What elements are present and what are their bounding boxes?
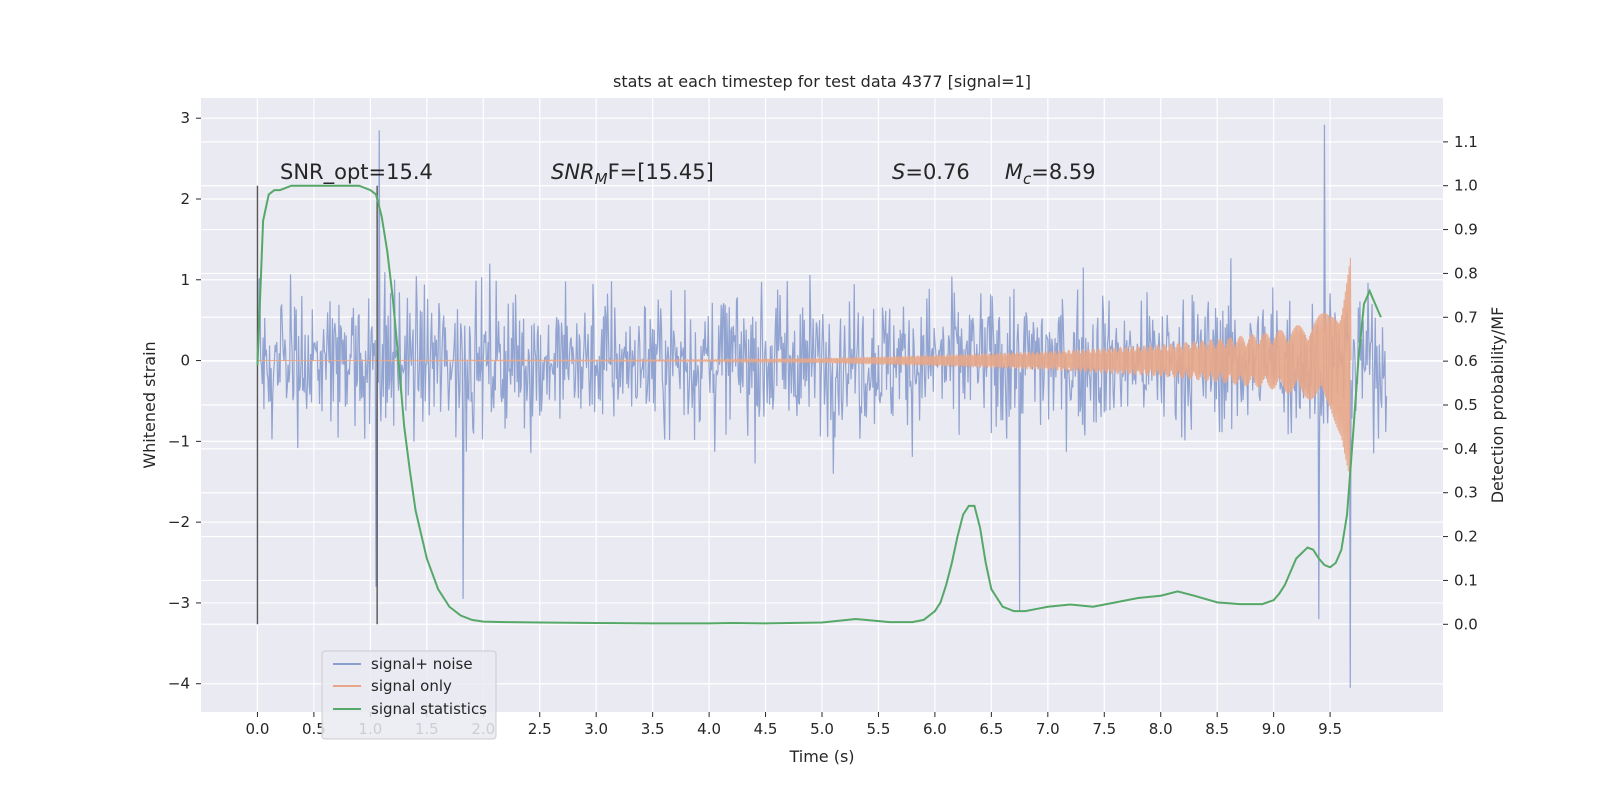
- x-tick-label: 3.5: [641, 720, 665, 738]
- annotation-snr-mf-main: SNR: [551, 160, 595, 184]
- x-tick-label: 9.5: [1318, 720, 1342, 738]
- y-tick-label: −4: [168, 675, 190, 693]
- y-right-tick-label: 0.1: [1454, 571, 1478, 589]
- y-tick-label: −3: [168, 594, 190, 612]
- chart-title: stats at each timestep for test data 437…: [613, 72, 1031, 91]
- x-tick-label: 0.0: [246, 720, 270, 738]
- legend-label-stats: signal statistics: [371, 700, 487, 718]
- annotation-mc: Mc=8.59: [1005, 160, 1096, 188]
- vertical-marker-lines: [256, 185, 378, 625]
- grid-lines: [201, 98, 1443, 712]
- annotation-snr-mf-tail: F=[15.45]: [608, 160, 714, 184]
- signal-only-line: [257, 257, 1352, 477]
- y-right-tick-label: 1.0: [1454, 177, 1478, 195]
- x-tick-label: 9.0: [1262, 720, 1286, 738]
- y-tick-label: 3: [180, 109, 190, 127]
- y-tick-labels: 3 2 1 0 −1 −2 −3 −4: [168, 109, 201, 693]
- y-tick-label: 2: [180, 190, 190, 208]
- signal-statistics-line: [256, 184, 1382, 625]
- annotation-s-tail: =0.76: [905, 160, 969, 184]
- signal-plus-noise-line: [256, 124, 1388, 688]
- y-tick-label: −1: [168, 432, 190, 450]
- y-right-tick-label: 0.5: [1454, 396, 1478, 414]
- y-right-tick-label: 0.2: [1454, 528, 1478, 546]
- annotations: SNR_opt=15.4 SNRMF=[15.45] S=0.76 Mc=8.5…: [280, 160, 1096, 188]
- x-tick-label: 0.5: [302, 720, 326, 738]
- x-tick-label: 4.0: [697, 720, 721, 738]
- annotation-snr-opt: SNR_opt=15.4: [280, 160, 433, 185]
- x-tick-label: 4.5: [754, 720, 778, 738]
- annotation-s: S=0.76: [892, 160, 970, 184]
- y-right-tick-label: 0.6: [1454, 352, 1478, 370]
- y-axis-label: Whitened strain: [140, 341, 159, 468]
- y-right-tick-labels: 1.1 1.0 0.9 0.8 0.7 0.6 0.5 0.4 0.3 0.2 0.1 0.0: [1443, 133, 1478, 633]
- y-right-tick-label: 0.9: [1454, 221, 1478, 239]
- y-right-tick-label: 0.8: [1454, 264, 1478, 282]
- x-axis-label: Time (s): [788, 747, 854, 766]
- x-tick-label: 5.0: [810, 720, 834, 738]
- y-right-axis-label: Detection probability/MF: [1488, 307, 1507, 504]
- y-right-tick-label: 0.4: [1454, 440, 1478, 458]
- annotation-snr-mf: SNRMF=[15.45]: [551, 160, 714, 188]
- legend: signal+ noise signal only signal statist…: [321, 650, 497, 740]
- x-tick-label: 7.5: [1092, 720, 1116, 738]
- x-tick-label: 3.0: [584, 720, 608, 738]
- annotation-snr-mf-sub: M: [595, 170, 608, 188]
- x-tick-label: 6.0: [923, 720, 947, 738]
- y-tick-label: 1: [180, 271, 190, 289]
- series-signal-only: [257, 257, 1352, 477]
- x-tick-label: 2.5: [528, 720, 552, 738]
- legend-label-noise: signal+ noise: [371, 655, 473, 673]
- x-tick-label: 6.5: [979, 720, 1003, 738]
- y-right-tick-label: 0.0: [1454, 615, 1478, 633]
- x-tick-label: 8.0: [1149, 720, 1173, 738]
- y-right-tick-label: 1.1: [1454, 133, 1478, 151]
- y-tick-label: −2: [168, 513, 190, 531]
- x-tick-label: 8.5: [1205, 720, 1229, 738]
- series-signal-plus-noise: [256, 124, 1388, 688]
- y-right-tick-label: 0.7: [1454, 308, 1478, 326]
- x-tick-label: 5.5: [867, 720, 891, 738]
- legend-box: [321, 650, 497, 740]
- y-right-tick-label: 0.3: [1454, 484, 1478, 502]
- annotation-mc-tail: =8.59: [1031, 160, 1095, 184]
- y-tick-label: 0: [180, 352, 190, 370]
- annotation-mc-main: M: [1005, 160, 1023, 184]
- annotation-mc-sub: c: [1023, 170, 1032, 188]
- annotation-s-main: S: [892, 160, 905, 184]
- legend-label-signal: signal only: [371, 677, 452, 695]
- x-tick-label: 7.0: [1036, 720, 1060, 738]
- series-signal-statistics: [256, 184, 1382, 625]
